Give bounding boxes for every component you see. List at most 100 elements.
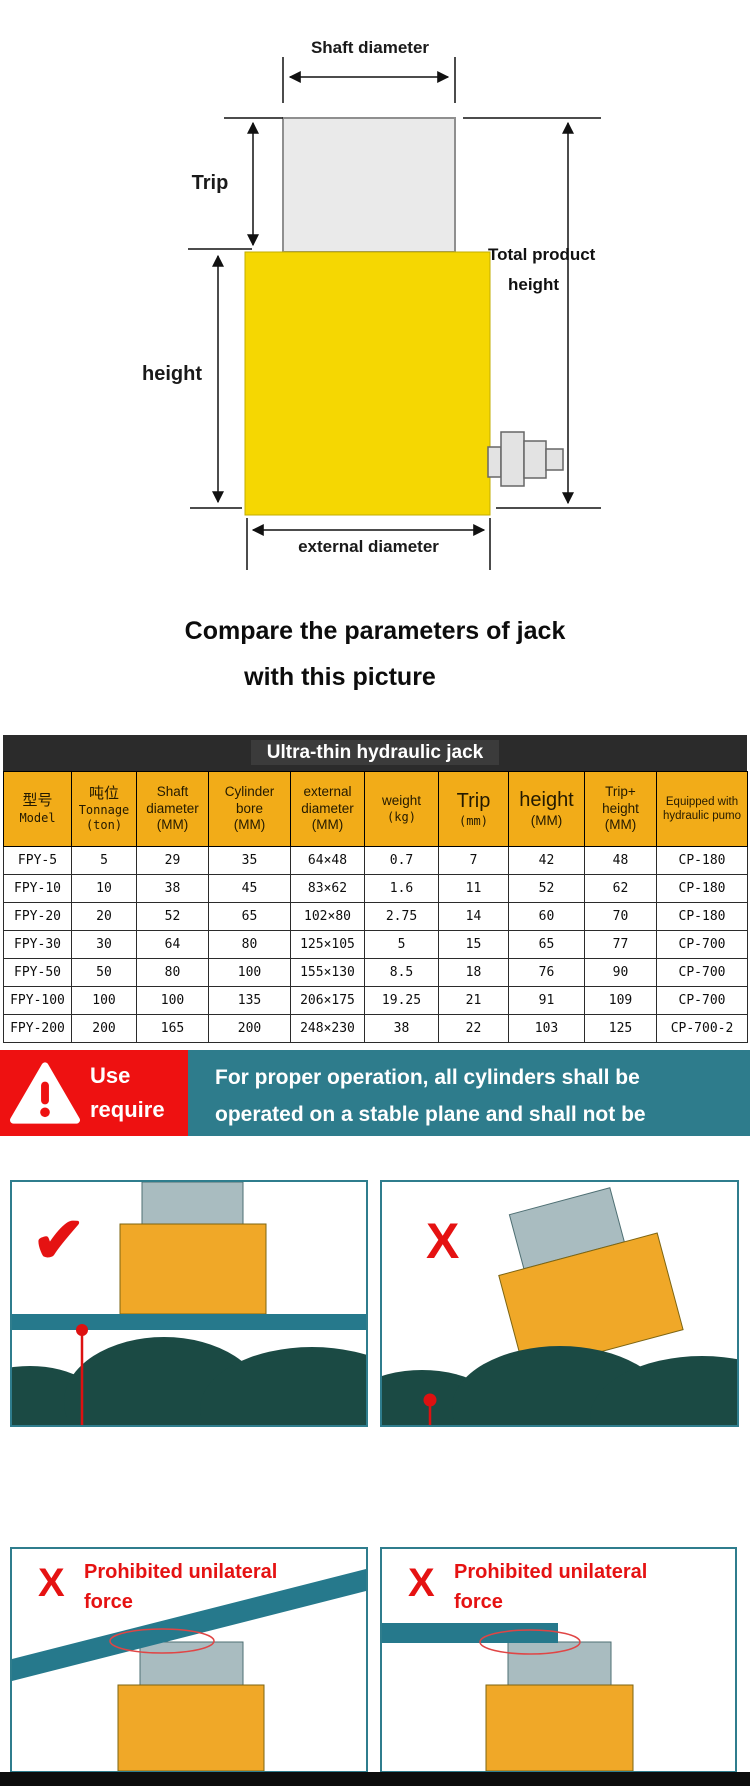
table-cell: 90 xyxy=(584,958,657,987)
table-cell: 0.7 xyxy=(364,846,439,875)
table-cell: 100 xyxy=(71,986,137,1015)
table-cell: 62 xyxy=(584,874,657,903)
prohibited-caption: Prohibited unilateral force xyxy=(84,1561,278,1613)
table-cell: CP-180 xyxy=(656,874,748,903)
table-row: FPY-100 100 100 135 206×175 19.25 21 91 109 CP-70… xyxy=(3,986,748,1015)
table-cell: 1.6 xyxy=(364,874,439,903)
table-header-row: 型号 Model 吨位 Tonnage (ton) Shaft diameter (MM) Cy… xyxy=(3,771,748,847)
table-cell: CP-180 xyxy=(656,902,748,931)
table-cell: 2.75 xyxy=(364,902,439,931)
table-cell: 45 xyxy=(208,874,291,903)
table-cell: 64 xyxy=(136,930,209,959)
table-cell: 50 xyxy=(71,958,137,987)
table-cell: 14 xyxy=(438,902,509,931)
column-header: weight (kg) xyxy=(364,771,439,847)
table-cell: 200 xyxy=(208,1014,291,1043)
table-cell: 38 xyxy=(364,1014,439,1043)
jack-piston xyxy=(139,1641,244,1686)
table-cell: 76 xyxy=(508,958,585,987)
table-cell: 125×105 xyxy=(290,930,365,959)
table-cell: 52 xyxy=(136,902,209,931)
table-cell: 100 xyxy=(208,958,291,987)
table-cell: 21 xyxy=(438,986,509,1015)
plumb-dot xyxy=(76,1324,88,1336)
correct-usage-illustration xyxy=(12,1182,366,1425)
column-header: Trip (mm) xyxy=(438,771,509,847)
tilted-usage-illustration xyxy=(382,1187,737,1425)
external-diameter-label: external diameter xyxy=(298,537,439,556)
correct-usage-panel: ✔ xyxy=(10,1180,368,1427)
jack-dimension-diagram: Shaft diameter Trip height Total product… xyxy=(0,0,750,580)
table-cell: 22 xyxy=(438,1014,509,1043)
plumb-dot xyxy=(423,1393,437,1407)
table-title: Ultra-thin hydraulic jack xyxy=(250,740,500,765)
trip-label: Trip xyxy=(191,172,229,194)
table-row: FPY-5 5 29 35 64×48 0.7 7 42 48 CP-180 xyxy=(3,846,748,875)
support-plate xyxy=(12,1314,366,1330)
table-cell: 200 xyxy=(71,1014,137,1043)
table-cell: 38 xyxy=(136,874,209,903)
table-cell: 83×62 xyxy=(290,874,365,903)
table-cell: 48 xyxy=(584,846,657,875)
spec-table: 型号 Model 吨位 Tonnage (ton) Shaft diameter (MM) Cy… xyxy=(3,771,748,1043)
column-header: height (MM) xyxy=(508,771,585,847)
table-cell: FPY-5 xyxy=(3,846,72,875)
prohibited-caption: Prohibited unilateral force xyxy=(454,1561,648,1613)
table-cell: 5 xyxy=(71,846,137,875)
cylinder-body-shape xyxy=(244,251,491,516)
table-cell: 19.25 xyxy=(364,986,439,1015)
table-row: FPY-30 30 64 80 125×105 5 15 65 77 CP-700 xyxy=(3,930,748,959)
table-cell: 10 xyxy=(71,874,137,903)
column-header: 型号 Model xyxy=(3,771,72,847)
jack-body xyxy=(119,1223,267,1315)
table-cell: 248×230 xyxy=(290,1014,365,1043)
table-row: FPY-20 20 52 65 102×80 2.75 14 60 70 CP-180 xyxy=(3,902,748,931)
table-body: FPY-5 5 29 35 64×48 0.7 7 42 48 CP-180 FPY-10 10 38 4… xyxy=(3,846,748,1043)
table-cell: 77 xyxy=(584,930,657,959)
dimension-lines xyxy=(188,57,601,570)
column-header: Equipped with hydraulic pumo xyxy=(656,771,748,847)
table-title-bar: Ultra-thin hydraulic jack xyxy=(3,735,747,771)
table-cell: 65 xyxy=(208,902,291,931)
table-cell: CP-700 xyxy=(656,986,748,1015)
tilted-jack xyxy=(498,1187,684,1373)
jack-body xyxy=(498,1232,684,1373)
table-cell: 135 xyxy=(208,986,291,1015)
table-cell: 206×175 xyxy=(290,986,365,1015)
table-cell: 65 xyxy=(508,930,585,959)
valve-fitting-shape xyxy=(487,431,564,487)
table-cell: 5 xyxy=(364,930,439,959)
table-cell: FPY-20 xyxy=(3,902,72,931)
table-cell: 165 xyxy=(136,1014,209,1043)
column-header: Cylinder bore (MM) xyxy=(208,771,291,847)
table-cell: 30 xyxy=(71,930,137,959)
heading-line2: with this picture xyxy=(244,663,436,691)
table-cell: 155×130 xyxy=(290,958,365,987)
diagonal-beam xyxy=(12,1569,366,1681)
x-mark-icon: X xyxy=(426,1213,460,1269)
table-cell: 103 xyxy=(508,1014,585,1043)
table-cell: FPY-100 xyxy=(3,986,72,1015)
warning-message: For proper operation, all cylinders shal… xyxy=(188,1050,750,1136)
table-cell: 52 xyxy=(508,874,585,903)
ground-rocks xyxy=(12,1337,366,1425)
contact-highlight-ellipse xyxy=(109,1628,215,1654)
table-cell: 15 xyxy=(438,930,509,959)
compare-heading: Compare the parameters of jack with this… xyxy=(0,608,750,700)
column-header: 吨位 Tonnage (ton) xyxy=(71,771,137,847)
column-header: Shaft diameter (MM) xyxy=(136,771,209,847)
table-cell: 11 xyxy=(438,874,509,903)
jack-piston xyxy=(141,1182,244,1225)
table-cell: 100 xyxy=(136,986,209,1015)
unilateral-force-illustration xyxy=(12,1569,366,1771)
table-cell: CP-700-2 xyxy=(656,1014,748,1043)
table-cell: 35 xyxy=(208,846,291,875)
diagram-canvas xyxy=(188,57,601,570)
table-cell: FPY-200 xyxy=(3,1014,72,1043)
table-cell: CP-700 xyxy=(656,958,748,987)
table-cell: 70 xyxy=(584,902,657,931)
table-cell: 29 xyxy=(136,846,209,875)
bottom-divider-bar xyxy=(0,1772,750,1786)
table-row: FPY-10 10 38 45 83×62 1.6 11 52 62 CP-180 xyxy=(3,874,748,903)
